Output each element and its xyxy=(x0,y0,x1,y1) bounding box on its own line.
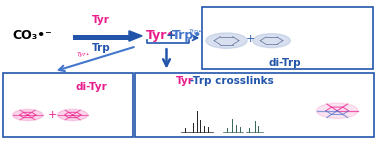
Text: CO₃•⁻: CO₃•⁻ xyxy=(12,29,53,42)
Circle shape xyxy=(253,34,290,48)
Text: +: + xyxy=(165,29,176,42)
FancyBboxPatch shape xyxy=(202,7,373,69)
Text: Tyr•: Tyr• xyxy=(146,29,175,42)
FancyBboxPatch shape xyxy=(73,35,129,39)
Polygon shape xyxy=(129,31,142,41)
Text: Trp•: Trp• xyxy=(172,29,202,42)
Text: Tyr: Tyr xyxy=(92,15,110,25)
Circle shape xyxy=(206,33,247,48)
Text: +: + xyxy=(245,34,255,44)
Text: +: + xyxy=(47,110,57,120)
Text: Tyr: Tyr xyxy=(176,76,194,86)
Circle shape xyxy=(12,109,43,121)
Text: Trp: Trp xyxy=(91,43,110,53)
FancyBboxPatch shape xyxy=(3,73,133,137)
Text: -Trp crosslinks: -Trp crosslinks xyxy=(190,76,274,86)
Text: Tyr•: Tyr• xyxy=(77,52,91,57)
FancyBboxPatch shape xyxy=(135,73,374,137)
Circle shape xyxy=(58,109,88,121)
Text: di-Trp: di-Trp xyxy=(268,58,301,68)
Circle shape xyxy=(317,103,358,118)
Text: Trp•: Trp• xyxy=(189,29,203,34)
Text: di-Tyr: di-Tyr xyxy=(76,82,107,92)
